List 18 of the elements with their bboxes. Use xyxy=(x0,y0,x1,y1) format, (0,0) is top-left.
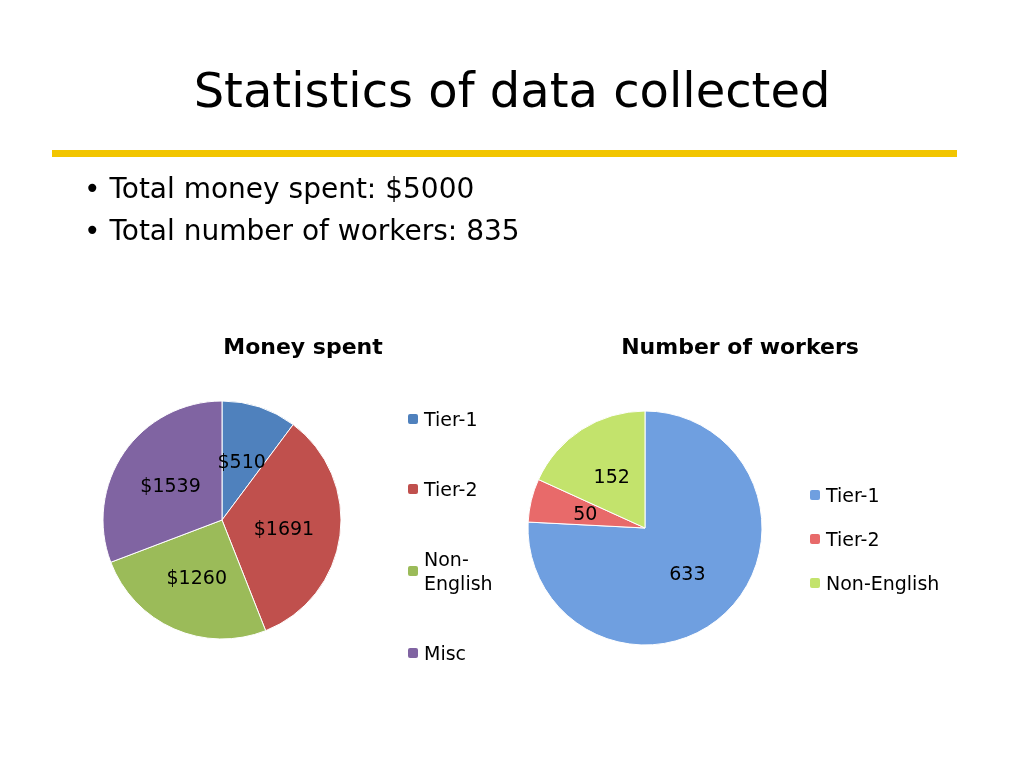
data-label: $1539 xyxy=(140,473,201,496)
chart-title: Number of workers xyxy=(621,333,859,359)
data-label: $1691 xyxy=(253,517,315,540)
data-label: $1260 xyxy=(166,566,227,589)
text: • Total money spent: $5000 xyxy=(84,171,476,207)
text: • Total number of workers: 835 xyxy=(84,213,520,249)
legend-label: Non-English xyxy=(826,572,940,594)
legend-label: Tier-2 xyxy=(825,528,880,550)
legend-label: Tier-1 xyxy=(423,408,478,430)
legend-label: Tier-2 xyxy=(423,478,478,500)
chart-title: Money spent xyxy=(223,333,384,359)
text: Statistics of data collected xyxy=(192,62,832,118)
data-label: 50 xyxy=(573,502,598,525)
data-label: 633 xyxy=(669,561,706,584)
legend-label: Misc xyxy=(424,642,467,664)
legend-label: Non-English xyxy=(424,548,493,594)
data-label: 152 xyxy=(593,465,630,488)
legend-label: Tier-1 xyxy=(825,484,880,506)
